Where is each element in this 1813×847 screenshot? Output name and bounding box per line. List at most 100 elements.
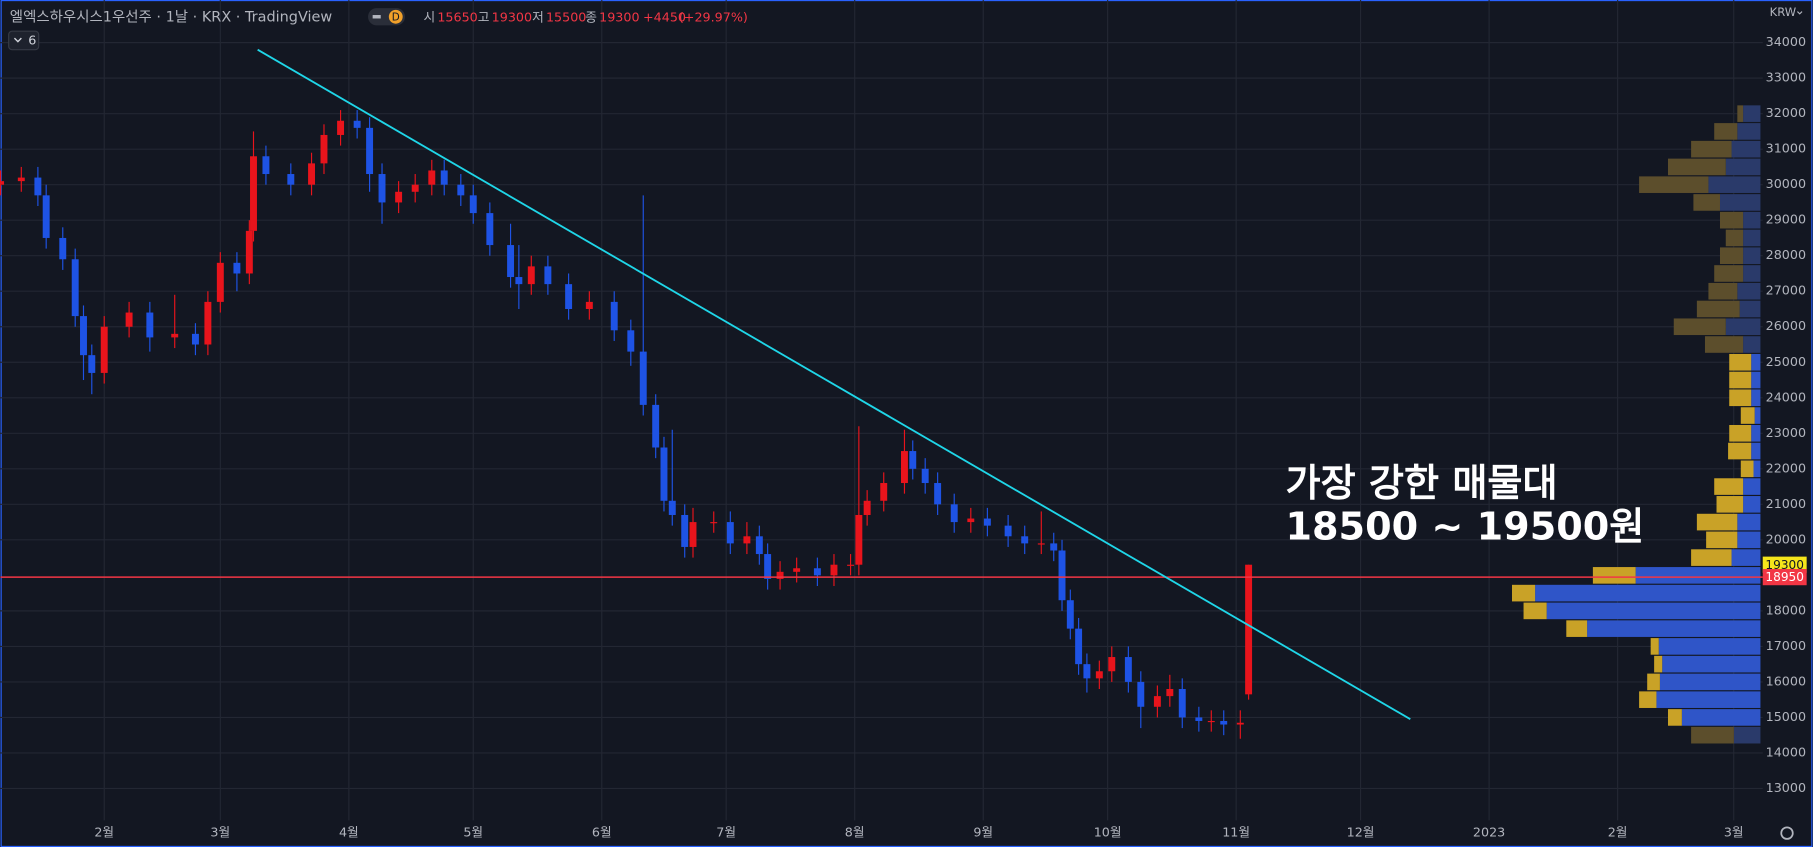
profile-down bbox=[1716, 496, 1744, 513]
y-tick-label: 15000 bbox=[1766, 709, 1806, 724]
ohlc-label: 종 bbox=[585, 9, 597, 24]
profile-down bbox=[1719, 211, 1744, 229]
profile-up bbox=[1737, 282, 1761, 300]
candle-body bbox=[411, 184, 419, 192]
candle-body bbox=[428, 170, 436, 185]
x-tick-label: 2월 bbox=[94, 825, 114, 840]
candle-body bbox=[855, 514, 863, 565]
candle-body bbox=[88, 355, 96, 373]
profile-down bbox=[1719, 247, 1744, 265]
profile-up bbox=[1739, 300, 1761, 318]
candle-body bbox=[457, 184, 465, 196]
candle-body bbox=[830, 564, 838, 576]
x-tick-label: 3월 bbox=[1724, 825, 1744, 840]
interval-badge: D bbox=[392, 11, 400, 23]
profile-up bbox=[1743, 229, 1761, 247]
y-tick-label: 18000 bbox=[1766, 602, 1806, 617]
candle-body bbox=[0, 181, 5, 185]
candle-body bbox=[262, 156, 270, 175]
candle-body bbox=[880, 483, 888, 501]
candle-body bbox=[469, 195, 477, 214]
profile-up bbox=[1751, 371, 1761, 389]
profile-up bbox=[1753, 460, 1761, 478]
candle-body bbox=[378, 174, 386, 203]
candle-body bbox=[967, 518, 975, 523]
profile-up bbox=[1656, 691, 1761, 708]
candle-body bbox=[710, 522, 718, 524]
candle-body bbox=[1166, 689, 1174, 697]
y-tick-label: 23000 bbox=[1766, 425, 1806, 440]
candle-body bbox=[934, 483, 942, 505]
candle-body bbox=[1207, 720, 1215, 723]
change: +4450 bbox=[643, 9, 686, 24]
candle-body bbox=[59, 237, 67, 260]
profile-down bbox=[1708, 282, 1738, 300]
candle-body bbox=[366, 127, 374, 175]
profile-up bbox=[1751, 353, 1761, 371]
candle-body bbox=[515, 277, 523, 285]
profile-down bbox=[1740, 407, 1755, 424]
profile-up bbox=[1737, 513, 1761, 531]
ohlc-value: 19300 bbox=[492, 9, 532, 24]
y-tick-label: 13000 bbox=[1766, 780, 1806, 795]
candle-body bbox=[764, 554, 772, 579]
profile-up bbox=[1737, 123, 1761, 140]
currency[interactable]: KRW bbox=[1770, 5, 1797, 19]
profile-down bbox=[1639, 691, 1657, 708]
candle-body bbox=[909, 451, 917, 469]
ohlc-value: 19300 bbox=[599, 9, 639, 24]
candle-body bbox=[610, 301, 618, 331]
candle-body bbox=[1050, 543, 1058, 551]
profile-up bbox=[1751, 442, 1761, 460]
indicator-count: 6 bbox=[28, 33, 36, 48]
y-tick-label: 26000 bbox=[1766, 318, 1806, 333]
chart-title: 엘엑스하우시스1우선주 · 1날 · KRX · TradingView bbox=[10, 8, 333, 25]
profile-up bbox=[1737, 531, 1761, 549]
profile-down bbox=[1667, 709, 1682, 726]
profile-up bbox=[1743, 247, 1761, 265]
ohlc-label: 저 bbox=[532, 9, 544, 24]
profile-down bbox=[1696, 300, 1740, 318]
settings[interactable] bbox=[1780, 826, 1794, 840]
candle-body bbox=[337, 120, 345, 135]
indicator-toggle[interactable] bbox=[8, 30, 40, 51]
candle-body bbox=[755, 536, 763, 555]
x-tick-label: 2023 bbox=[1473, 825, 1505, 840]
profile-down bbox=[1725, 229, 1744, 247]
x-tick-label: 8월 bbox=[845, 825, 865, 840]
profile-up bbox=[1725, 158, 1761, 176]
profile-down bbox=[1714, 265, 1744, 282]
profile-down bbox=[1647, 673, 1660, 691]
candle-body bbox=[308, 163, 316, 185]
volume-profile bbox=[1511, 105, 1761, 744]
y-tick-label: 29000 bbox=[1766, 212, 1806, 227]
candle-body bbox=[1095, 671, 1103, 679]
ohlc-value: 15500 bbox=[546, 9, 586, 24]
x-tick-label: 9월 bbox=[973, 825, 993, 840]
candle-body bbox=[507, 245, 515, 278]
profile-down bbox=[1691, 140, 1732, 158]
profile-down bbox=[1696, 513, 1738, 531]
profile-down bbox=[1654, 655, 1663, 673]
y-tick-label: 27000 bbox=[1766, 283, 1806, 298]
profile-down bbox=[1740, 460, 1754, 478]
candle-body bbox=[125, 312, 133, 327]
profile-down bbox=[1729, 389, 1752, 407]
candle-body bbox=[1195, 717, 1203, 721]
candle-body bbox=[250, 156, 257, 231]
trendline bbox=[257, 48, 1411, 721]
profile-up bbox=[1743, 478, 1761, 495]
profile-down bbox=[1714, 123, 1738, 140]
profile-up bbox=[1662, 655, 1761, 673]
profile-down bbox=[1706, 531, 1738, 549]
candle-body bbox=[668, 500, 676, 515]
x-tick-label: 3월 bbox=[210, 825, 230, 840]
profile-up bbox=[1743, 336, 1761, 353]
profile-up bbox=[1731, 549, 1761, 566]
candle-body bbox=[1058, 550, 1066, 601]
price-label: 18950 bbox=[1765, 570, 1804, 584]
profile-down bbox=[1729, 424, 1752, 442]
